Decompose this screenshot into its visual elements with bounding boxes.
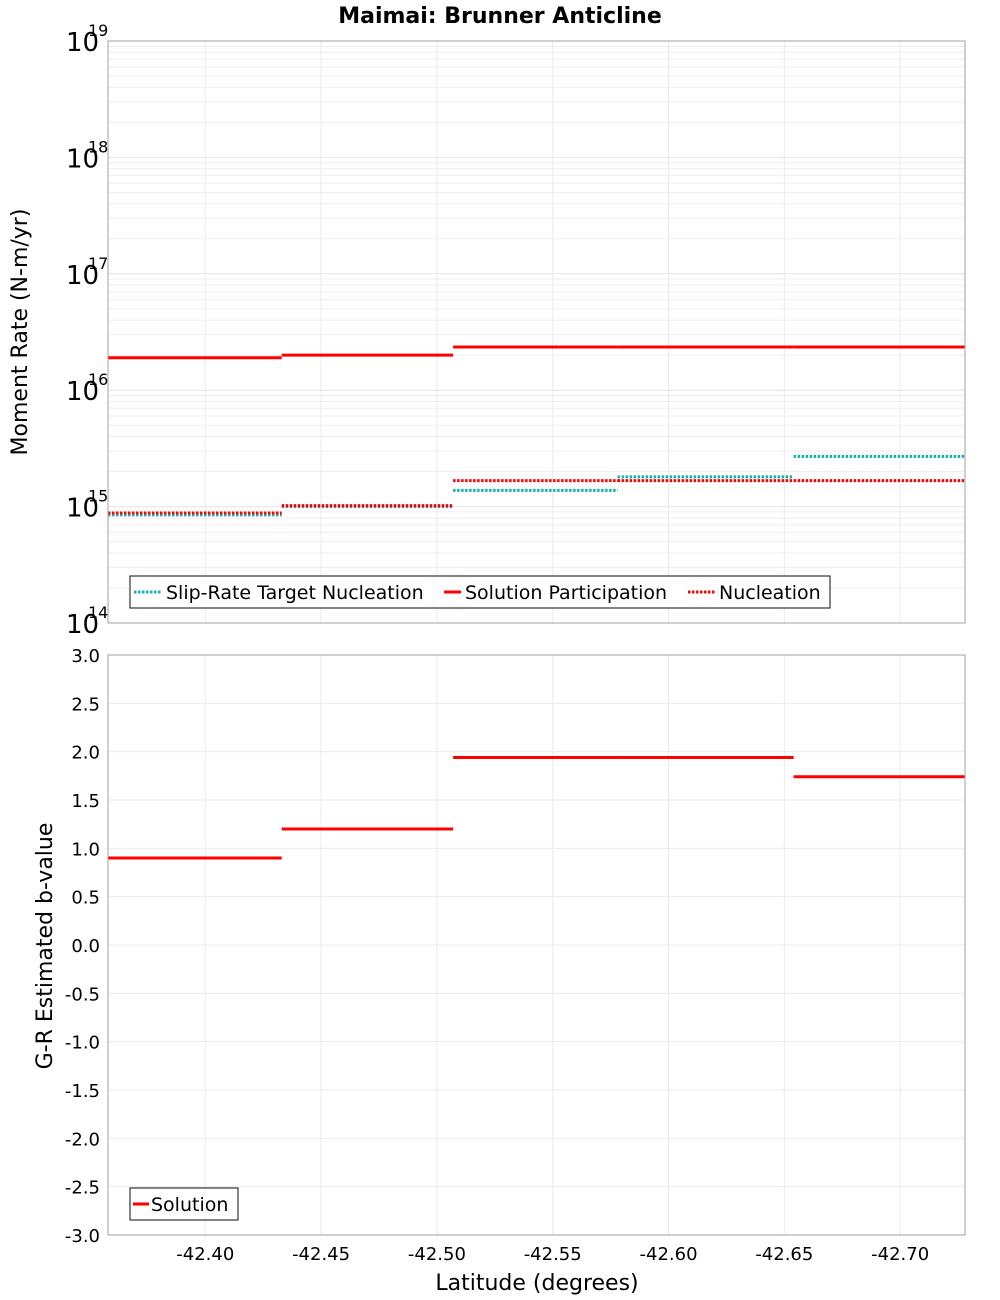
y-tick-label-base: 10: [66, 261, 99, 291]
b-value-panel: -3.0 -2.5 -2.0 -1.5 -1.0 -0.5 0.0 0.5 1.0 1.5 2.0 2…: [33, 646, 966, 1296]
x-tick-label: -42.50: [408, 1244, 466, 1265]
moment-rate-plot-frame: [107, 40, 966, 624]
y-tick-label-base: 10: [66, 377, 99, 407]
b-value-legend: Solution: [129, 1187, 239, 1221]
y-tick-label: 2.0: [71, 743, 100, 764]
y-tick-label: -0.5: [65, 984, 100, 1005]
x-axis-label: Latitude (degrees): [435, 1271, 638, 1296]
y-tick-label-exponent: 19: [88, 21, 108, 40]
b-value-y-axis-label: G-R Estimated b-value: [33, 823, 58, 1070]
y-tick-label-exponent: 15: [88, 487, 108, 506]
y-tick-label-base: 10: [66, 28, 99, 58]
y-tick-label: -1.5: [65, 1081, 100, 1102]
b-value-plot-frame: [107, 654, 966, 1236]
chart-title: Maimai: Brunner Anticline: [338, 4, 662, 29]
y-tick-label: -1.0: [65, 1033, 100, 1054]
x-tick-label: -42.40: [176, 1244, 234, 1265]
y-tick-label-base: 10: [66, 144, 99, 174]
y-tick-label-base: 10: [66, 494, 99, 524]
y-tick-label: 1.5: [71, 791, 100, 812]
y-tick-label-exponent: 17: [88, 254, 108, 273]
b-value-y-ticks: -3.0 -2.5 -2.0 -1.5 -1.0 -0.5 0.0 0.5 1.0 1.5 2.0 2…: [65, 646, 100, 1247]
legend-label: Slip-Rate Target Nucleation: [166, 582, 424, 604]
y-tick-label-exponent: 16: [88, 370, 108, 389]
moment-rate-series: [108, 345, 965, 517]
y-tick-label: -2.5: [65, 1178, 100, 1199]
moment-rate-legend: Slip-Rate Target Nucleation Solution Part…: [129, 575, 831, 609]
x-tick-label: -42.60: [640, 1244, 698, 1265]
legend-label: Solution: [151, 1194, 228, 1216]
y-tick-label-base: 10: [66, 610, 99, 640]
x-tick-label: -42.70: [871, 1244, 929, 1265]
moment-rate-grid: [108, 41, 965, 624]
b-value-series: [108, 755, 965, 860]
x-axis-ticks: -42.40 -42.45 -42.50 -42.55 -42.60 -42.65 -42.…: [176, 1244, 929, 1265]
y-tick-label-exponent: 18: [88, 137, 108, 156]
x-tick-label: -42.45: [292, 1244, 350, 1265]
y-tick-label: 3.0: [71, 646, 100, 667]
y-tick-label: 1.0: [71, 839, 100, 860]
y-tick-label: -3.0: [65, 1226, 100, 1247]
y-tick-label: 0.0: [71, 936, 100, 957]
x-tick-label: -42.55: [524, 1244, 582, 1265]
y-tick-label: 0.5: [71, 888, 100, 909]
moment-rate-y-axis-label: Moment Rate (N-m/yr): [8, 209, 33, 456]
y-tick-label: 2.5: [71, 694, 100, 715]
y-tick-label: -2.0: [65, 1129, 100, 1150]
legend-label: Solution Participation: [465, 582, 667, 604]
legend-label: Nucleation: [719, 582, 821, 604]
x-tick-label: -42.65: [755, 1244, 813, 1265]
y-tick-label-exponent: 14: [88, 603, 108, 622]
